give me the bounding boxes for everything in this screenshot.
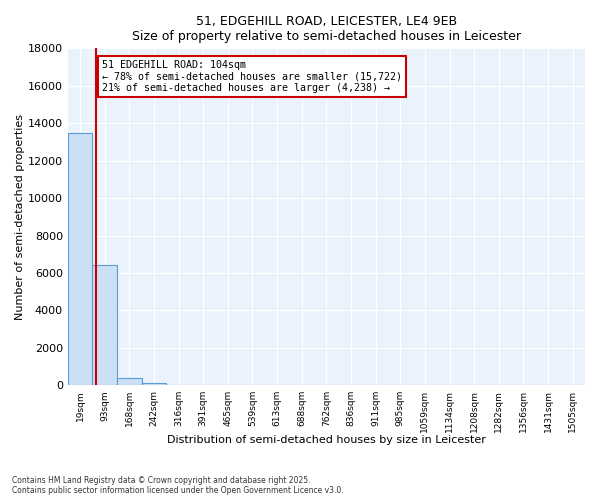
Text: 51 EDGEHILL ROAD: 104sqm
← 78% of semi-detached houses are smaller (15,722)
21% : 51 EDGEHILL ROAD: 104sqm ← 78% of semi-d… [102, 60, 402, 93]
Bar [142, 384, 166, 385]
X-axis label: Distribution of semi-detached houses by size in Leicester: Distribution of semi-detached houses by … [167, 435, 486, 445]
Text: Contains HM Land Registry data © Crown copyright and database right 2025.
Contai: Contains HM Land Registry data © Crown c… [12, 476, 344, 495]
Y-axis label: Number of semi-detached properties: Number of semi-detached properties [15, 114, 25, 320]
Bar [68, 132, 92, 385]
Title: 51, EDGEHILL ROAD, LEICESTER, LE4 9EB
Size of property relative to semi-detached: 51, EDGEHILL ROAD, LEICESTER, LE4 9EB Si… [132, 15, 521, 43]
Bar [92, 266, 117, 385]
Bar [117, 378, 142, 385]
